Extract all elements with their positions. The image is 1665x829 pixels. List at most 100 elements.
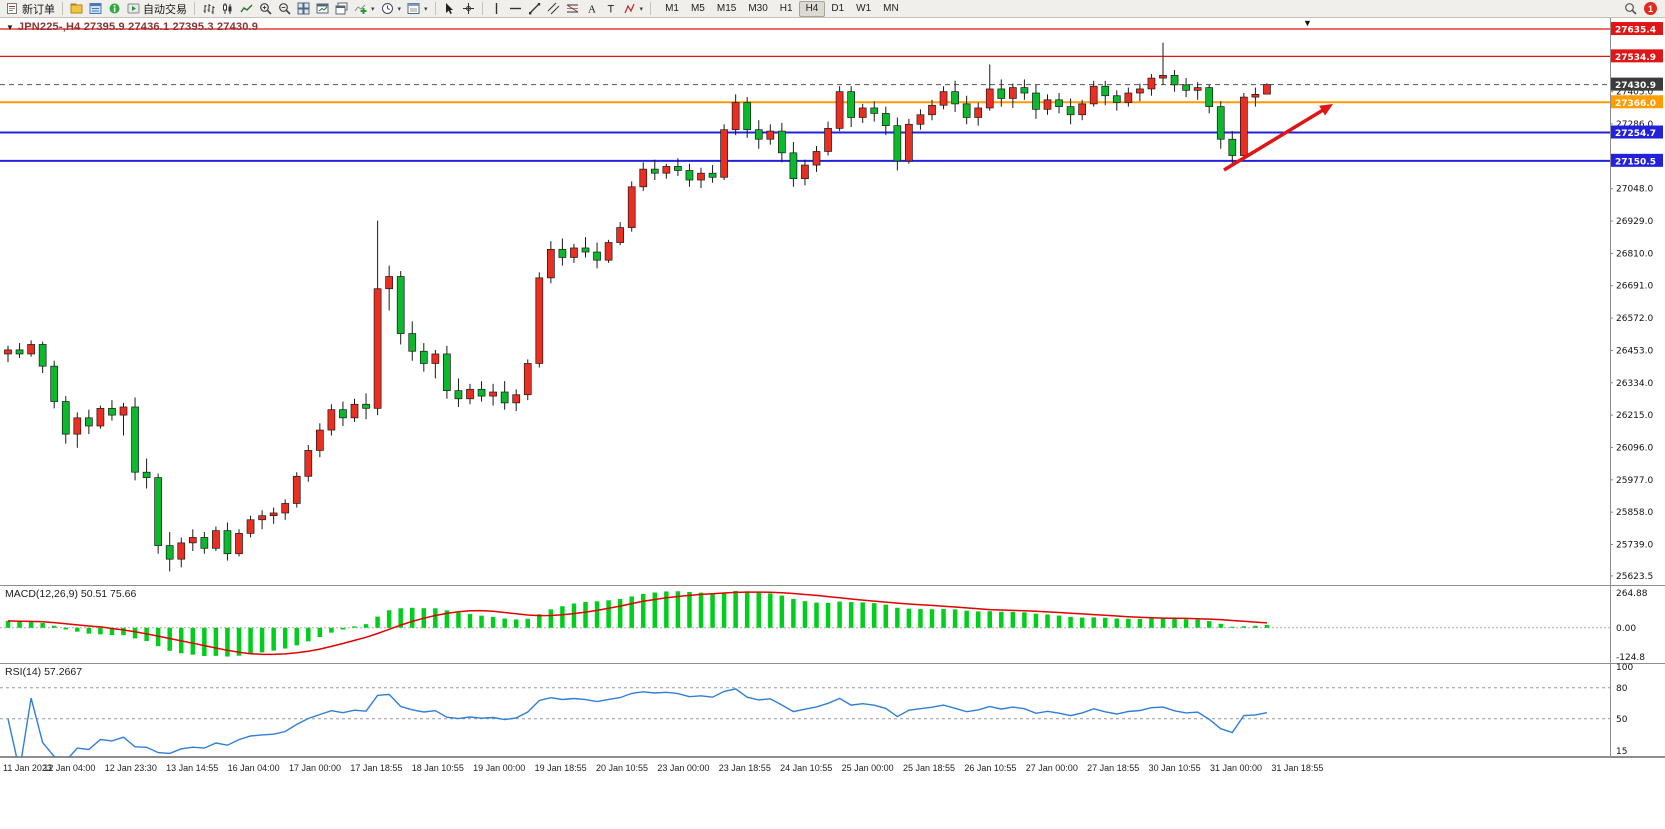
- candlestick-icon: [221, 2, 234, 15]
- data-window-button[interactable]: [105, 1, 124, 17]
- toolbar-right: 1: [1624, 2, 1662, 15]
- horizontal-line-button[interactable]: [506, 1, 525, 17]
- svg-text:27405.0: 27405.0: [1616, 88, 1653, 98]
- svg-text:-124.8: -124.8: [1616, 653, 1645, 663]
- fibonacci-button[interactable]: [563, 1, 582, 17]
- timeframe-h4[interactable]: H4: [798, 0, 826, 17]
- crosshair-button[interactable]: [459, 1, 478, 17]
- vertical-line-button[interactable]: [487, 1, 506, 17]
- bar-chart-button[interactable]: [199, 1, 218, 17]
- rsi-line: [7, 688, 1268, 757]
- one-click-trading-toggle[interactable]: ▼: [6, 22, 14, 32]
- market-watch-button[interactable]: [86, 1, 105, 17]
- svg-text:27150.5: 27150.5: [1615, 157, 1656, 167]
- search-icon[interactable]: [1624, 2, 1637, 15]
- time-label: 19 Jan 00:00: [473, 763, 526, 773]
- toolbar: 新订单 自动交易 ▾ ▾ ▾ A T ▾ M1 M5 M15 M30 H1 H4 D1 W1 MN 1: [0, 0, 1665, 18]
- horizontal-price-lines[interactable]: [0, 28, 1610, 162]
- new-order-button-label: 新订单: [22, 3, 55, 16]
- profiles-button[interactable]: [67, 1, 86, 17]
- timeframe-d1[interactable]: D1: [831, 2, 845, 14]
- timeframe-m1[interactable]: M1: [665, 2, 679, 14]
- trendline-button[interactable]: [525, 1, 544, 17]
- time-label: 25 Jan 18:55: [902, 763, 956, 773]
- indicators-button[interactable]: ▾: [351, 1, 378, 17]
- chart-shift-marker[interactable]: ▼: [1303, 18, 1312, 28]
- svg-text:26215.0: 26215.0: [1616, 411, 1653, 421]
- time-label: 30 Jan 10:55: [1148, 763, 1201, 773]
- timeframe-m15[interactable]: M15: [716, 2, 737, 14]
- main-chart-canvas[interactable]: 27405.0 27286.0 27048.0 26929.0 26810.0 26691…: [0, 18, 1665, 585]
- timeframe-h1[interactable]: H1: [779, 2, 793, 14]
- new-order-button[interactable]: 新订单: [3, 1, 58, 17]
- toolbar-separator: [194, 2, 195, 15]
- time-label: 24 Jan 10:55: [780, 763, 833, 773]
- svg-text:25739.0: 25739.0: [1616, 541, 1653, 551]
- time-label: 23 Jan 00:00: [657, 763, 710, 773]
- cursor-button[interactable]: [440, 1, 459, 17]
- price-axis-ticks[interactable]: 27405.0 27286.0 27048.0 26929.0 26810.0 26691…: [1610, 88, 1653, 582]
- time-label: 26 Jan 10:55: [964, 763, 1017, 773]
- candlestick-button[interactable]: [218, 1, 237, 17]
- svg-text:26929.0: 26929.0: [1616, 217, 1653, 227]
- cascade-charts-button[interactable]: [332, 1, 351, 17]
- templates-button[interactable]: ▾: [404, 1, 431, 17]
- notification-badge[interactable]: 1: [1644, 2, 1657, 15]
- chevron-down-icon: ▾: [397, 5, 402, 13]
- svg-text:26096.0: 26096.0: [1616, 443, 1653, 453]
- time-label: 18 Jan 10:55: [411, 763, 464, 773]
- crosshair-icon: [462, 2, 475, 15]
- tile-windows-icon: [297, 2, 310, 15]
- time-label: 17 Jan 00:00: [288, 763, 342, 773]
- chevron-down-icon: ▾: [639, 5, 644, 13]
- shapes-button[interactable]: ▾: [620, 1, 647, 17]
- chart-title: JPN225-,H4 27395.9 27436.1 27395.3 27430…: [17, 21, 259, 33]
- time-label: 17 Jan 18:55: [350, 763, 403, 773]
- tile-windows-button[interactable]: [294, 1, 313, 17]
- zoom-out-button[interactable]: [275, 1, 294, 17]
- trendline-icon: [528, 2, 541, 15]
- time-label: 16 Jan 04:00: [227, 763, 280, 773]
- bar-chart-icon: [202, 2, 215, 15]
- svg-text:27366.0: 27366.0: [1615, 99, 1656, 109]
- svg-text:26691.0: 26691.0: [1616, 282, 1653, 292]
- timeframe-m30[interactable]: M30: [748, 2, 768, 14]
- rsi-panel-canvas[interactable]: 100 80 50 15: [0, 663, 1665, 757]
- annotation-arrow[interactable]: [1223, 106, 1328, 172]
- periods-button[interactable]: ▾: [378, 1, 405, 17]
- svg-text:27286.0: 27286.0: [1616, 120, 1653, 130]
- label-button[interactable]: T: [601, 1, 620, 17]
- label-icon: T: [604, 2, 617, 16]
- svg-text:264.88: 264.88: [1616, 589, 1648, 599]
- text-button[interactable]: A: [582, 1, 601, 17]
- toolbar-separator: [650, 2, 652, 15]
- channel-button[interactable]: [544, 1, 563, 17]
- auto-trading-icon: [127, 2, 140, 15]
- svg-text:27430.9: 27430.9: [1615, 81, 1656, 91]
- time-label: 13 Jan 14:55: [166, 763, 219, 773]
- time-label: 27 Jan 00:00: [1025, 763, 1078, 773]
- arrange-charts-button[interactable]: [313, 1, 332, 17]
- svg-text:25977.0: 25977.0: [1616, 476, 1653, 486]
- chevron-down-icon: ▾: [424, 5, 428, 13]
- time-label: 12 Jan 04:00: [43, 763, 96, 773]
- macd-panel-canvas[interactable]: 264.88 0.00 -124.8: [0, 585, 1665, 663]
- price-axis-badges: 27635.4 27534.9 27430.9 27366.0 27254.7 27150…: [1611, 22, 1663, 167]
- timeframe-m5[interactable]: M5: [690, 2, 705, 14]
- macd-signal-line: [7, 591, 1268, 656]
- timeframe-mn[interactable]: MN: [883, 2, 899, 14]
- chevron-down-icon: ▾: [371, 5, 375, 13]
- time-label: 31 Jan 00:00: [1209, 763, 1263, 773]
- timeframe-switcher: M1 M5 M15 M30 H1 H4 D1 W1 MN: [659, 0, 905, 17]
- zoom-in-button[interactable]: [256, 1, 275, 17]
- timeframe-w1[interactable]: W1: [856, 2, 872, 14]
- auto-trading-button[interactable]: 自动交易: [124, 1, 190, 17]
- zoom-out-icon: [278, 2, 291, 15]
- new-order-icon: [6, 2, 19, 15]
- line-chart-button[interactable]: [237, 1, 256, 17]
- svg-text:T: T: [607, 4, 614, 16]
- candles: [4, 42, 1271, 572]
- toolbar-separator: [62, 2, 63, 15]
- time-axis[interactable]: 11 Jan 2023 12 Jan 04:00 12 Jan 23:30 13 Ja…: [0, 757, 1665, 781]
- rsi-scale: 100 80 50 15: [1616, 663, 1633, 757]
